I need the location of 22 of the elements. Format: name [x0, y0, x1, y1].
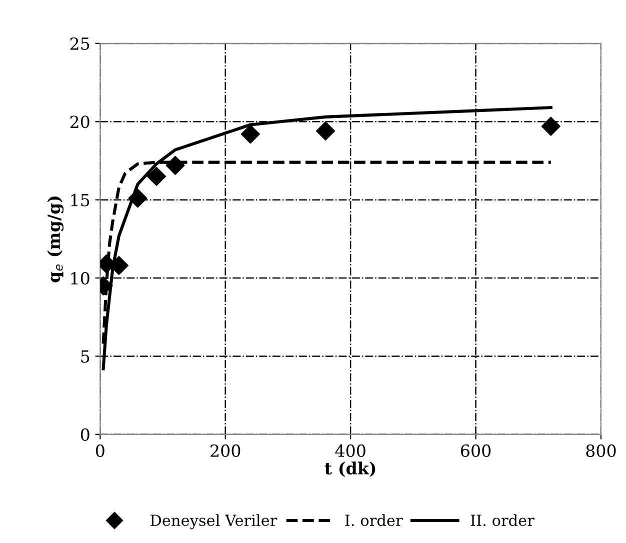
point: [128, 188, 148, 208]
point: [240, 124, 260, 144]
y-tick-label: 20: [70, 116, 90, 128]
legend-label: I. order: [345, 514, 403, 526]
point: [166, 156, 185, 175]
y-tick-label: 5: [81, 350, 90, 363]
point: [147, 166, 166, 186]
y-axis-title: q$_{e}$ (mg/g): [47, 196, 64, 282]
point: [316, 122, 335, 140]
x-tick-label: 400: [335, 444, 366, 458]
y-tick-label: 10: [71, 272, 90, 285]
x-axis-title: t (dk): [324, 462, 376, 477]
y-tick-label: 0: [80, 428, 90, 441]
legend-label: Deneysel Veriler: [150, 514, 278, 530]
y-tick-label: 25: [70, 37, 90, 50]
x-tick-label: 600: [460, 444, 491, 458]
point: [541, 116, 560, 136]
x-tick-label: 0: [96, 444, 104, 458]
x-tick-label: 200: [210, 444, 240, 458]
x-tick-label: 800: [586, 444, 616, 458]
y-tick-label: 15: [71, 194, 90, 206]
legend-label: II. order: [470, 514, 534, 526]
